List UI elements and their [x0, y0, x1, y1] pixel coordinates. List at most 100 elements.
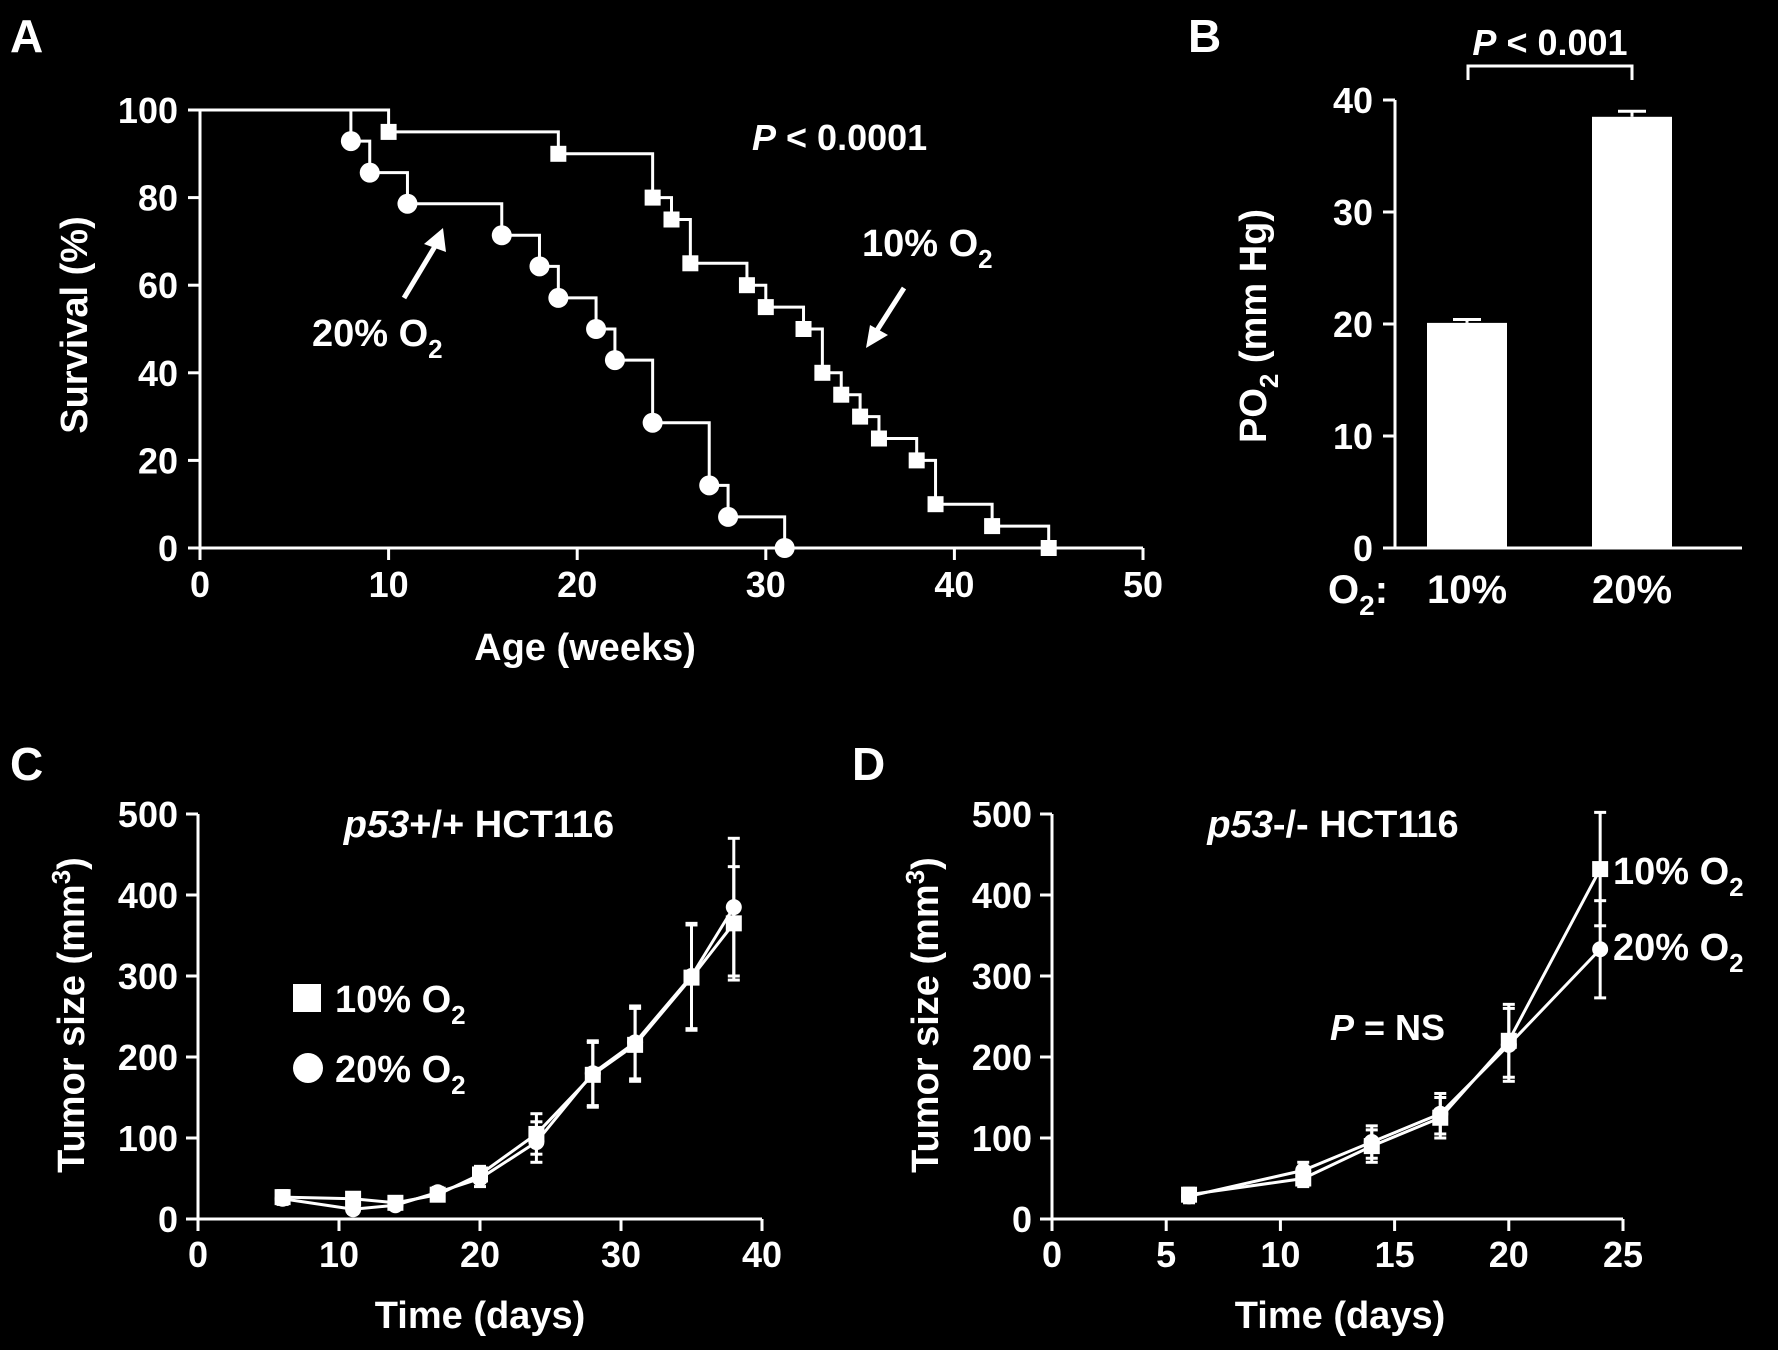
panel-b-ytick-label: 20	[1333, 304, 1373, 345]
panel-c-legend-10-sub: 2	[451, 1000, 465, 1030]
panel-b-significance-bracket	[1466, 64, 1634, 80]
panel-a-series-10-point	[833, 386, 850, 403]
panel-d-title: p53-/- HCT116	[1206, 804, 1458, 846]
panel-b-bars: 10% 20%	[1427, 109, 1672, 612]
panel-d-lines	[1183, 810, 1607, 1205]
panel-c-xtick-label: 30	[601, 1234, 641, 1275]
panel-d-title-rest: -/- HCT116	[1273, 804, 1459, 846]
panel-a-series-10-point	[663, 211, 680, 228]
panel-b-ytick-label: 10	[1333, 416, 1373, 457]
panel-c-series-20-point	[627, 1034, 644, 1051]
panel-a-series-20-point	[548, 287, 569, 308]
panel-d-series-20-point	[1592, 941, 1609, 958]
panel-d-series-20-line	[1188, 948, 1602, 1198]
panel-c-ytick-label: 0	[158, 1199, 178, 1240]
panel-d-xtick-label: 5	[1156, 1234, 1176, 1275]
panel-d-series-20-point	[1363, 1134, 1380, 1151]
panel-a-series-20-point	[604, 350, 625, 371]
panel-a-series-10-point	[795, 321, 812, 337]
panel-a-series-10-point	[644, 189, 661, 206]
panel-c-series-20-point	[683, 968, 700, 984]
panel-c-xtick-label: 40	[742, 1234, 782, 1275]
panel-b-xprefix: O2:	[1328, 568, 1388, 621]
panel-a-p-value: P < 0.0001	[752, 117, 927, 158]
panel-b-category-label: 10%	[1427, 568, 1507, 612]
panel-c-markers	[274, 899, 742, 1218]
panel-d-series-10-line	[1188, 868, 1602, 1197]
panel-d-ytick-label: 500	[972, 794, 1032, 835]
panel-a-series-20-point	[699, 475, 720, 496]
panel-d-ytick-label: 300	[972, 956, 1032, 997]
panel-c-ytick-label: 100	[118, 1118, 178, 1159]
panel-a-series-20-point	[642, 412, 663, 433]
panel-a-xlabel: Age (weeks)	[474, 627, 696, 669]
panel-a-series-10-point	[550, 145, 567, 162]
panel-d-ticks: 0 5 10 15 20 25 0 100 200 300 400 500	[972, 794, 1643, 1275]
panel-b-ylabel-rest: (mm Hg)	[1233, 209, 1275, 374]
panel-d-series-20-point	[1181, 1188, 1198, 1205]
panel-c-xtick-label: 10	[319, 1234, 359, 1275]
panel-b-ylabel-main: PO	[1233, 388, 1275, 443]
panel-c-series-20-point	[387, 1197, 404, 1214]
panel-a-survival-chart: 0 10 20 30 40 50 0 20 40 60 80 100 Age (weeks) Surv…	[54, 90, 1163, 669]
panel-d-label-10-main: 10% O	[1613, 851, 1729, 893]
panel-d-ytick-label: 200	[972, 1037, 1032, 1078]
panel-d-ytick-label: 400	[972, 875, 1032, 916]
panel-a-label-20: 20% O2	[312, 313, 443, 364]
panel-c-ylabel-sup: 3	[46, 870, 76, 884]
panel-c-lines	[276, 836, 740, 1215]
panel-a-xtick-label: 0	[190, 564, 210, 605]
panel-a-arrow-10	[871, 286, 907, 337]
panel-a-series-10-point	[984, 518, 1001, 535]
panel-d-xtick-label: 10	[1260, 1234, 1300, 1275]
panel-d-ylabel-end: )	[905, 857, 947, 870]
panel-b-xprefix-rest: :	[1375, 568, 1388, 612]
panel-a-series-20-point	[359, 162, 380, 183]
panel-b-p-letter: P	[1472, 22, 1497, 63]
panel-d-xtick-label: 15	[1375, 1234, 1415, 1275]
panel-letter-c: C	[10, 738, 43, 790]
panel-c-legend-20-sub: 2	[451, 1070, 465, 1100]
panel-c-title-rest: +/+ HCT116	[409, 804, 614, 846]
panel-a-arrow-20	[401, 236, 443, 300]
panel-c-axes	[196, 814, 762, 1221]
panel-d-series-20-point	[1500, 1036, 1517, 1053]
panel-a-xtick-label: 40	[934, 564, 974, 605]
panel-a-series-20-point	[340, 131, 361, 152]
panel-a-series-10-point	[870, 430, 887, 447]
panel-c-series-10-point	[725, 915, 742, 932]
panel-c-xtick-label: 0	[188, 1234, 208, 1275]
panel-a-series-10-point	[682, 255, 699, 272]
panel-c-series-20-point	[274, 1190, 291, 1207]
panel-letter-d: D	[852, 738, 885, 790]
panel-c-series-20-point	[472, 1170, 488, 1187]
panel-c-series-20-point	[725, 899, 742, 916]
panel-c-series-20-line	[282, 906, 736, 1211]
panel-c-xtick-label: 20	[460, 1234, 500, 1275]
panel-c-legend-20: 20% O2	[335, 1049, 466, 1100]
panel-a-ytick-label: 60	[138, 265, 178, 306]
panel-a-ytick-label: 80	[138, 178, 178, 219]
panel-d-p-text: = NS	[1354, 1007, 1445, 1048]
panel-a-arrowhead-10	[866, 325, 888, 348]
panel-a-xtick-label: 10	[369, 564, 409, 605]
panel-c-ylabel: Tumor size (mm3)	[46, 857, 93, 1173]
panel-c-title: p53+/+ HCT116	[343, 804, 614, 846]
panel-c-ylabel-end: )	[51, 857, 93, 870]
panel-a-ytick-label: 40	[138, 353, 178, 394]
panel-a-series-10-point	[927, 496, 944, 513]
panel-letter-b: B	[1188, 10, 1221, 62]
panel-a-label-10-sub: 2	[978, 244, 992, 274]
panel-d-label-20-sub: 2	[1729, 948, 1743, 978]
panel-a-ytick-label: 20	[138, 440, 178, 481]
panel-b-category-label: 20%	[1592, 568, 1672, 612]
panel-a-label-10-main: 10% O	[862, 223, 978, 265]
panel-c-legend-circle	[293, 1053, 323, 1083]
panel-d-label-10: 10% O2	[1613, 851, 1744, 902]
panel-d-series-20-point	[1432, 1105, 1449, 1122]
panel-b-ylabel: PO2 (mm Hg)	[1233, 209, 1284, 443]
panel-a-xtick-label: 50	[1123, 564, 1163, 605]
panel-d-series-10-point	[1592, 861, 1609, 878]
panel-a-series-10-point	[814, 364, 831, 381]
